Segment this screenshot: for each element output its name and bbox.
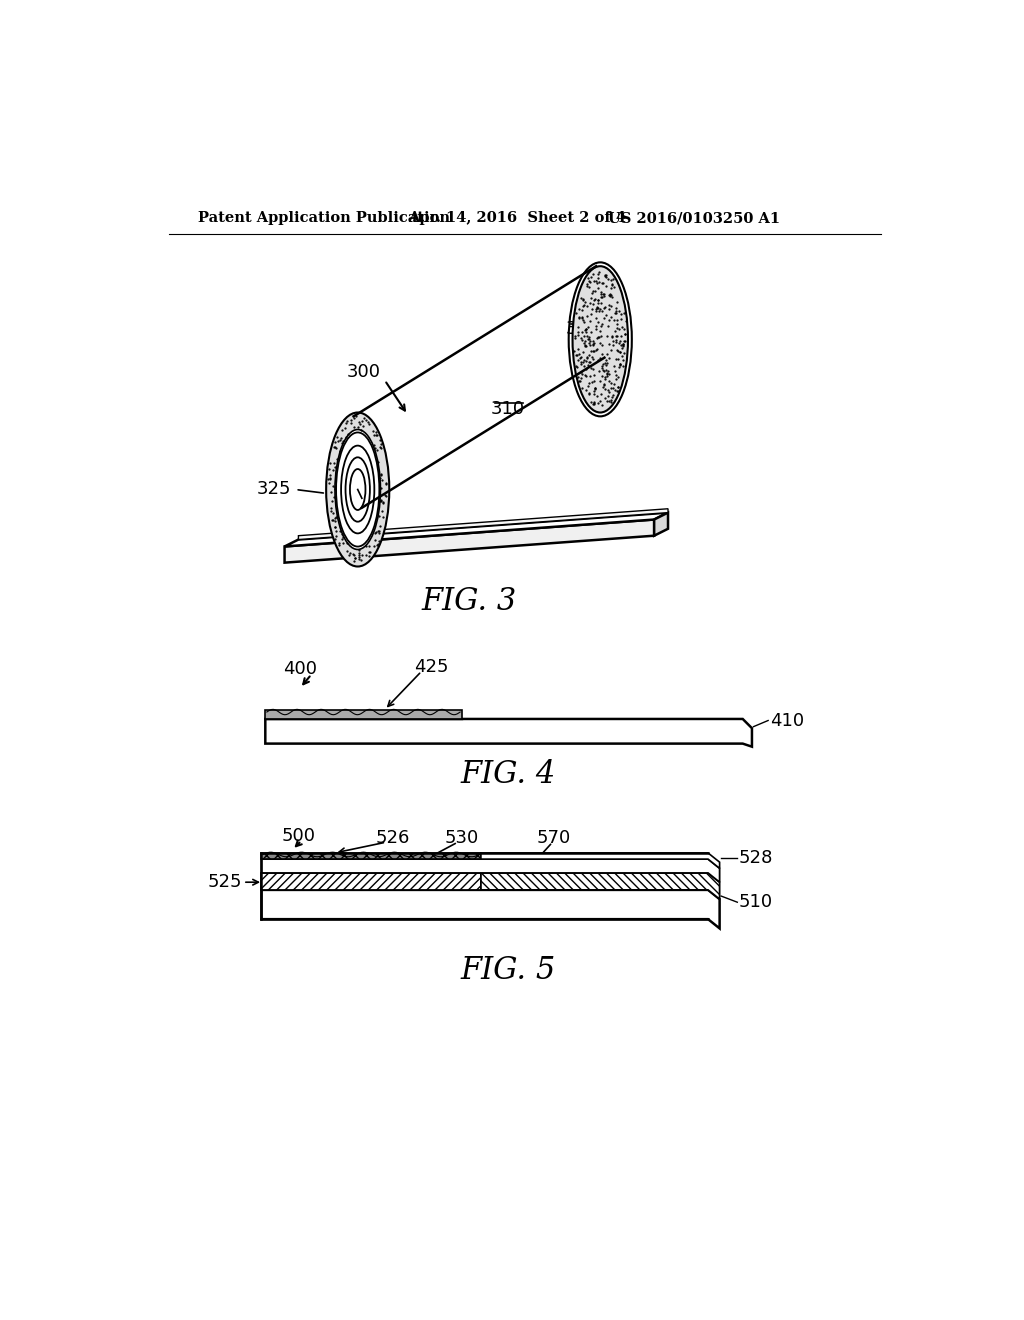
Polygon shape [481,873,720,899]
Polygon shape [261,859,720,882]
Text: 325: 325 [256,480,291,499]
Ellipse shape [572,267,628,413]
Text: 570: 570 [537,829,571,846]
Polygon shape [654,512,668,536]
Text: FIG. 4: FIG. 4 [460,759,555,789]
Text: 525: 525 [208,874,243,891]
Polygon shape [285,512,668,546]
Polygon shape [265,710,462,719]
Ellipse shape [335,429,381,549]
Text: Apr. 14, 2016  Sheet 2 of 4: Apr. 14, 2016 Sheet 2 of 4 [408,211,626,226]
Text: 300: 300 [347,363,381,381]
Text: 310: 310 [490,400,525,417]
Polygon shape [353,825,604,1067]
Text: 510: 510 [739,894,773,911]
Polygon shape [298,508,668,540]
Text: 526: 526 [375,829,410,846]
Polygon shape [481,853,720,869]
Text: 530: 530 [444,829,479,846]
Text: Patent Application Publication: Patent Application Publication [199,211,451,226]
Polygon shape [285,520,654,562]
Text: 400: 400 [283,660,317,678]
Text: 325: 325 [340,458,375,475]
Text: US 2016/0103250 A1: US 2016/0103250 A1 [608,211,780,226]
Text: FIG. 3: FIG. 3 [422,586,517,616]
Text: 410: 410 [770,711,804,730]
Polygon shape [265,719,752,747]
Polygon shape [261,873,481,890]
Ellipse shape [326,412,389,566]
Polygon shape [261,853,481,859]
Text: 325: 325 [566,321,600,338]
Text: 425: 425 [414,657,449,676]
Text: 528: 528 [739,849,773,866]
Polygon shape [261,890,720,928]
Text: FIG. 5: FIG. 5 [460,956,555,986]
Text: 500: 500 [282,828,315,845]
